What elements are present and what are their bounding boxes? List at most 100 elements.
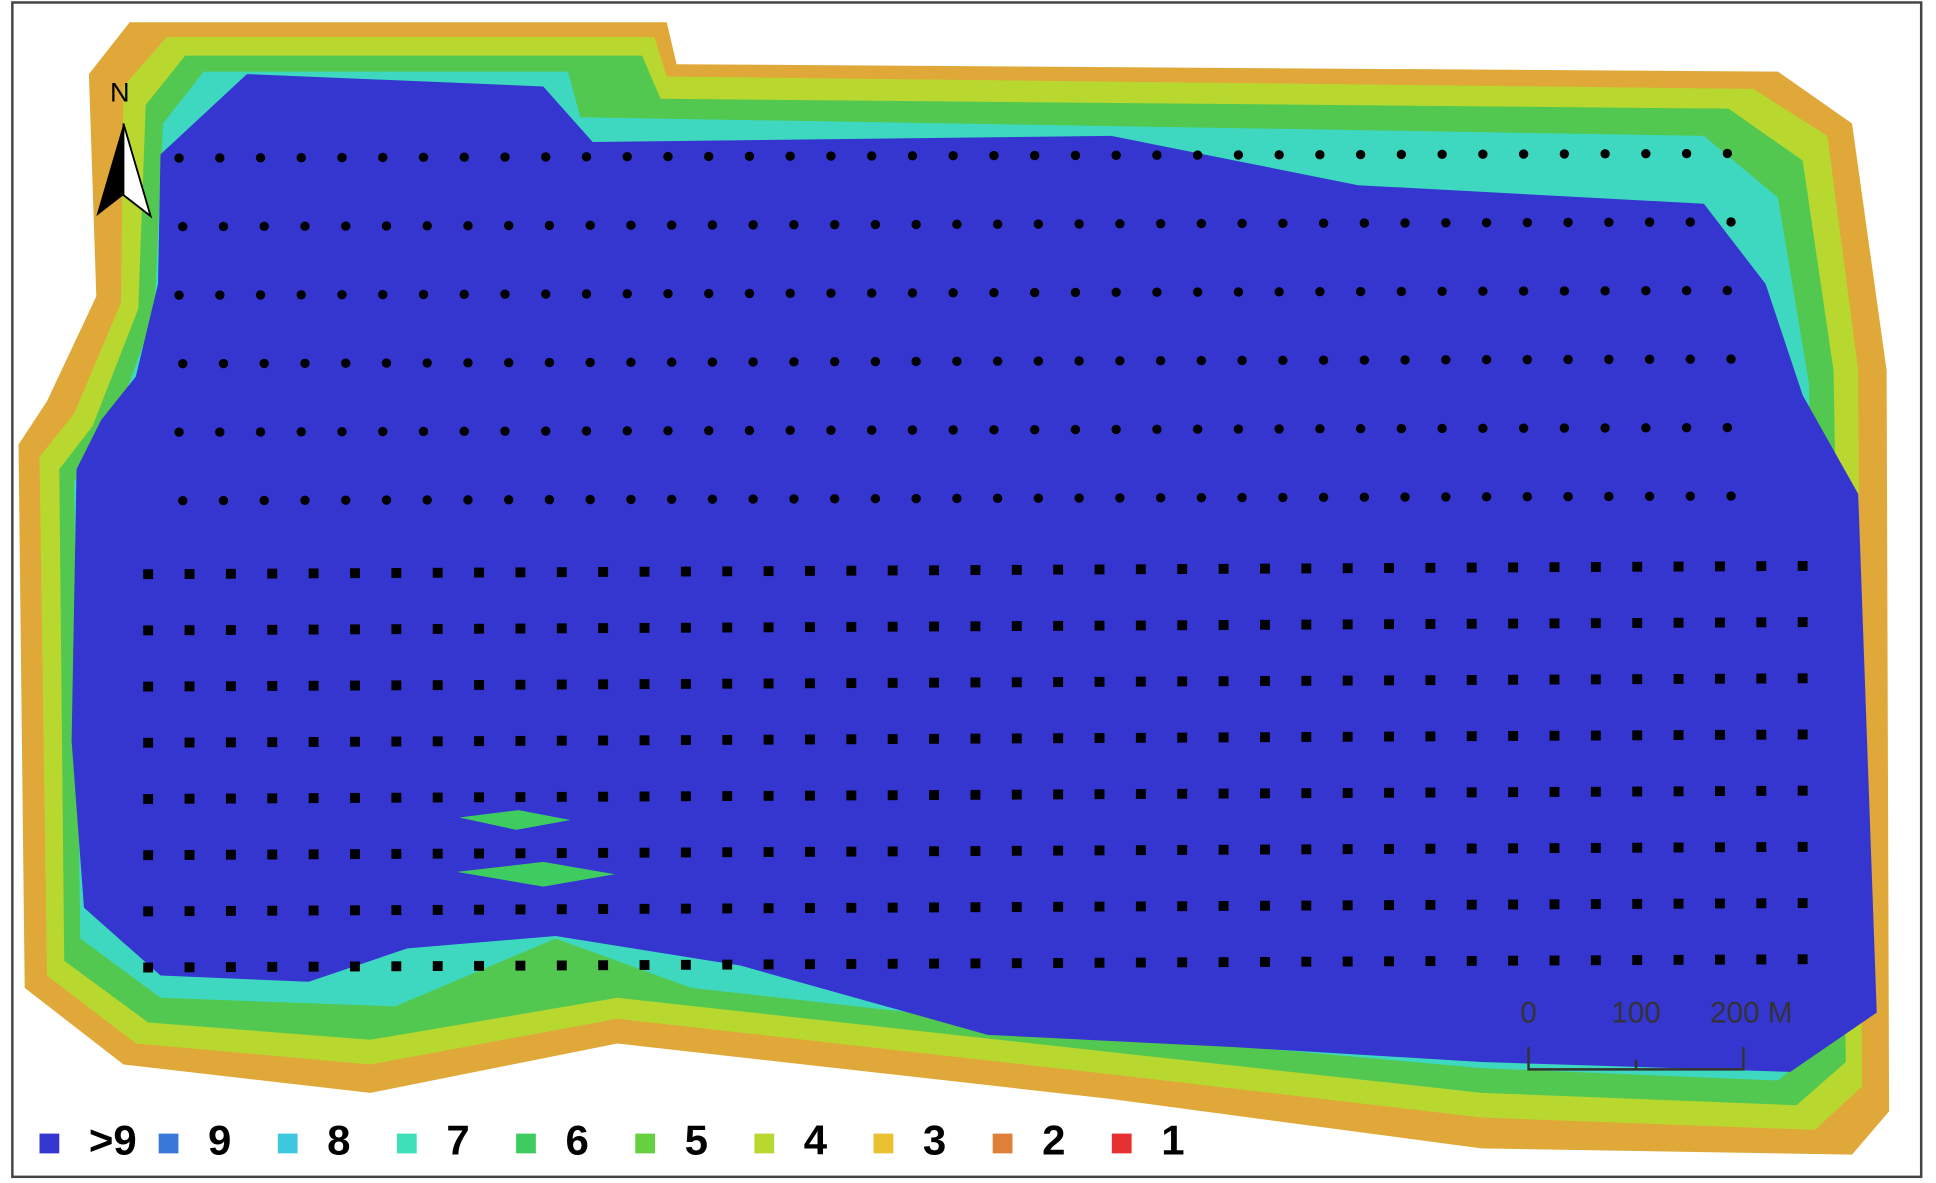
sample-point: [1685, 354, 1695, 364]
sample-point: [1644, 354, 1655, 364]
legend-label: 5: [685, 1117, 708, 1164]
sample-point: [225, 905, 236, 916]
sample-point: [1632, 730, 1643, 741]
sample-point: [350, 568, 360, 579]
sample-point: [911, 219, 921, 230]
sample-point: [1177, 564, 1188, 574]
sample-point: [1425, 731, 1436, 742]
sample-point: [1094, 957, 1105, 968]
sample-point: [1685, 491, 1695, 501]
sample-point: [1342, 675, 1353, 686]
sample-point: [463, 221, 473, 231]
legend-label: 1: [1161, 1117, 1184, 1164]
sample-point: [1722, 285, 1733, 296]
sample-point: [1681, 285, 1692, 296]
sample-point: [225, 568, 236, 579]
sample-point: [350, 736, 360, 747]
sample-point: [1714, 561, 1725, 572]
sample-point: [1756, 842, 1767, 853]
sample-point: [504, 495, 514, 505]
sample-point: [474, 848, 484, 859]
sample-point: [218, 221, 229, 232]
sample-point: [1218, 676, 1229, 687]
sample-point: [184, 962, 195, 973]
sample-point: [541, 426, 551, 436]
sample-point: [598, 904, 609, 914]
sample-point: [722, 622, 733, 633]
sample-point: [300, 221, 310, 231]
sample-point: [911, 493, 921, 504]
sample-point: [1641, 286, 1651, 296]
sample-point: [459, 426, 469, 437]
sample-point: [1604, 491, 1614, 502]
sample-point: [391, 905, 402, 916]
sample-point: [1196, 218, 1207, 229]
sample-point: [585, 494, 595, 505]
sample-point: [598, 623, 609, 634]
sample-point: [1218, 844, 1229, 855]
sample-point: [970, 789, 981, 800]
sample-point: [970, 958, 981, 969]
scale-line: [1527, 1047, 1745, 1071]
sample-point: [748, 220, 758, 230]
sample-point: [707, 220, 718, 230]
sample-point: [680, 959, 691, 970]
sample-point: [989, 425, 999, 435]
sample-point: [1135, 676, 1146, 687]
sample-point: [846, 565, 857, 576]
sample-point: [929, 565, 939, 576]
sample-point: [1342, 900, 1353, 911]
sample-point: [1508, 674, 1519, 685]
sample-point: [870, 356, 881, 367]
sample-point: [178, 221, 188, 232]
legend-label: >9: [89, 1117, 137, 1164]
sample-point: [215, 290, 225, 300]
sample-point: [867, 288, 877, 298]
sample-point: [1673, 842, 1684, 853]
sample-point: [970, 902, 981, 913]
sample-point: [722, 566, 733, 577]
sample-point: [1177, 620, 1188, 631]
sample-point: [1053, 958, 1064, 968]
sample-point: [1053, 564, 1064, 575]
sample-point: [184, 737, 195, 748]
sample-point: [663, 288, 673, 299]
sample-point: [1756, 898, 1767, 909]
sample-point: [184, 569, 195, 579]
sample-point: [391, 961, 402, 972]
sample-point: [1508, 731, 1519, 741]
sample-point: [585, 220, 595, 231]
sample-point: [296, 427, 306, 437]
sample-point: [1111, 424, 1121, 435]
sample-point: [1522, 217, 1533, 228]
sample-point: [970, 846, 981, 856]
sample-point: [1301, 619, 1312, 630]
sample-point: [1400, 492, 1410, 502]
sample-point: [1384, 900, 1394, 911]
sample-point: [907, 151, 918, 161]
sample-point: [1192, 287, 1203, 297]
sample-point: [1673, 898, 1684, 909]
sample-point: [432, 792, 443, 803]
sample-point: [826, 151, 836, 161]
sample-point: [259, 358, 269, 369]
sample-point: [1094, 676, 1105, 687]
sample-point: [350, 680, 360, 691]
sample-point: [1274, 424, 1284, 434]
sample-point: [1549, 562, 1560, 573]
sample-point: [785, 425, 795, 436]
sample-point: [663, 426, 673, 436]
legend-label: 8: [327, 1117, 350, 1164]
sample-point: [255, 427, 266, 437]
sample-point: [1673, 954, 1684, 965]
sample-point: [639, 903, 650, 914]
sample-point: [391, 736, 402, 747]
sample-point: [929, 846, 939, 857]
sample-point: [1632, 618, 1643, 628]
sample-point: [174, 153, 184, 163]
sample-point: [1342, 956, 1353, 967]
sample-point: [867, 151, 877, 161]
sample-point: [887, 621, 898, 632]
scale-label: 0: [1520, 996, 1536, 1029]
sample-point: [218, 495, 229, 506]
